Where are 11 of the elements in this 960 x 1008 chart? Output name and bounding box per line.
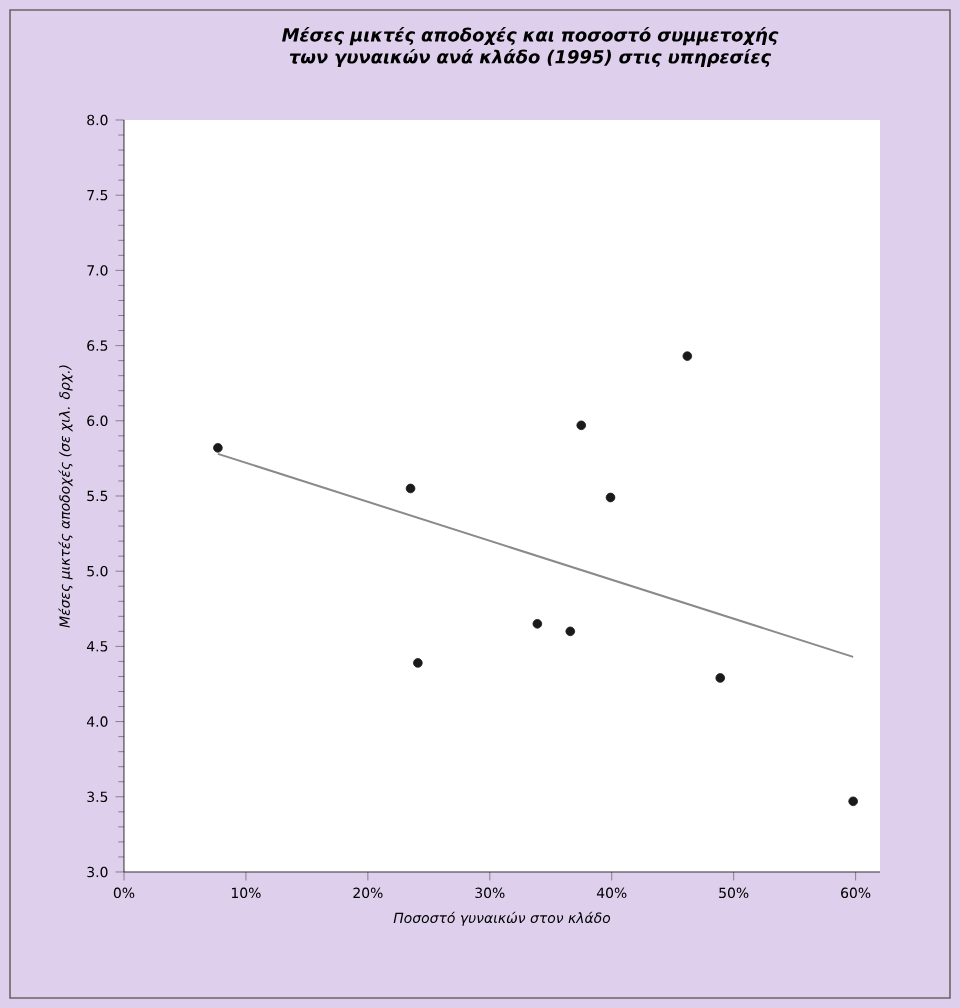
point	[565, 626, 576, 637]
point	[413, 658, 423, 668]
point	[405, 483, 416, 494]
point	[715, 673, 726, 683]
point	[848, 796, 858, 807]
point	[605, 492, 616, 503]
point	[576, 420, 587, 431]
point	[682, 351, 693, 361]
point	[532, 619, 543, 629]
point	[213, 443, 223, 453]
chart-title: Μέσες μικτές αποδοχές και ποσοστό συμμετοχής των γυναικών ανά κλάδο (1995) στις υπηρεσίες	[282, 27, 779, 68]
